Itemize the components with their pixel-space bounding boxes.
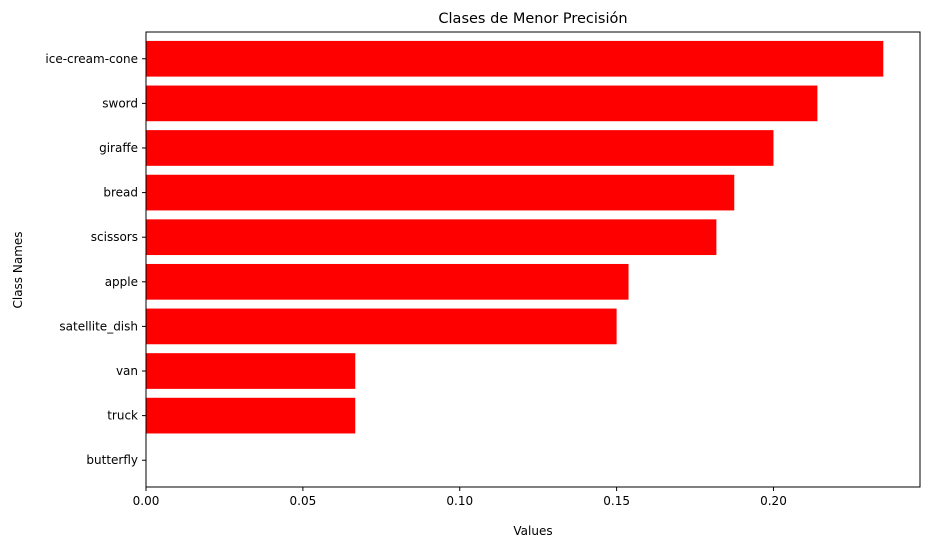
bar-satellite_dish — [146, 308, 617, 345]
bar-sword — [146, 85, 818, 122]
chart-title: Clases de Menor Precisión — [438, 11, 627, 27]
x-tick-label: 0.00 — [133, 494, 160, 508]
y-tick-label: van — [116, 364, 138, 378]
bars-group — [146, 40, 884, 434]
y-tick-label: apple — [105, 275, 138, 289]
y-tick-label: giraffe — [99, 141, 138, 155]
x-axis-ticks: 0.00 0.05 0.10 0.15 0.20 — [133, 487, 787, 508]
bar-truck — [146, 397, 356, 434]
y-tick-label: sword — [102, 96, 138, 110]
x-tick-label: 0.05 — [290, 494, 317, 508]
bar-ice-cream-cone — [146, 40, 884, 77]
bar-bread — [146, 174, 735, 211]
bar-giraffe — [146, 130, 774, 166]
y-tick-label: scissors — [91, 230, 138, 244]
x-tick-label: 0.20 — [760, 494, 787, 508]
bar-scissors — [146, 219, 717, 256]
y-tick-label: butterfly — [86, 453, 138, 467]
y-tick-label: satellite_dish — [59, 319, 138, 333]
bar-apple — [146, 263, 629, 300]
y-axis-ticks: ice-cream-cone sword giraffe bread scissors a… — [45, 52, 146, 467]
x-axis-label: Values — [513, 524, 552, 538]
y-axis-label: Class Names — [11, 231, 25, 308]
y-tick-label: truck — [107, 409, 138, 423]
x-tick-label: 0.15 — [603, 494, 630, 508]
y-tick-label: bread — [103, 186, 138, 200]
plot-frame — [145, 31, 921, 488]
y-tick-label: ice-cream-cone — [45, 52, 138, 66]
bar-van — [146, 353, 356, 389]
x-tick-label: 0.10 — [446, 494, 473, 508]
